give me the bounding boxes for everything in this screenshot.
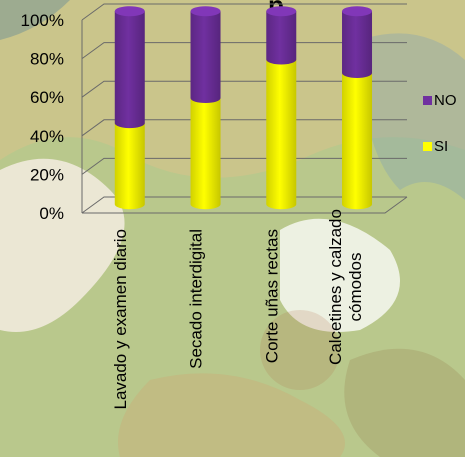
x-category-label: Lavado y examen diario [111, 229, 130, 410]
bar-top-cap [266, 6, 297, 17]
x-category-label: Calcetines y calzadocómodos [326, 209, 365, 365]
legend-label-no: NO [434, 92, 457, 109]
y-tick-label: 20% [30, 165, 64, 184]
bar-segment-no [342, 11, 373, 78]
y-tick-label: 80% [30, 50, 64, 69]
gridline [81, 157, 407, 175]
bar-segment-no [114, 11, 145, 129]
gridline [81, 196, 407, 214]
y-tick-label: 40% [30, 127, 64, 146]
x-category-label: Secado interdigital [187, 229, 206, 369]
gridline [81, 119, 407, 137]
x-category-label: Corte uñas rectas [262, 229, 281, 363]
bar-segment-si [342, 72, 373, 210]
legend: NO SI [423, 92, 457, 155]
bar-top-cap [190, 6, 221, 17]
bars [114, 6, 373, 210]
floor-edge [82, 196, 408, 214]
bar-segment-si [190, 98, 221, 210]
bar-top-cap [342, 6, 373, 17]
gridline [81, 80, 407, 98]
bar-top-cap [114, 6, 145, 17]
gridline [81, 42, 407, 60]
bar-segment-no [266, 11, 297, 65]
bar-segment-no [190, 11, 221, 104]
gridline [81, 3, 407, 21]
y-axis: 0% 20% 40% 60% 80% 100% [21, 4, 408, 223]
y-tick-label: 0% [39, 204, 64, 223]
legend-swatch-si [423, 142, 432, 151]
bar-segment-si [114, 123, 145, 210]
axis-stub [82, 4, 104, 213]
y-tick-label: 100% [21, 11, 64, 30]
y-tick-label: 60% [30, 88, 64, 107]
legend-swatch-no [423, 96, 432, 105]
legend-label-si: SI [434, 138, 448, 155]
bar-segment-si [266, 59, 297, 210]
gridlines [81, 3, 407, 214]
x-axis-labels: Lavado y examen diario Secado interdigita… [111, 209, 365, 409]
